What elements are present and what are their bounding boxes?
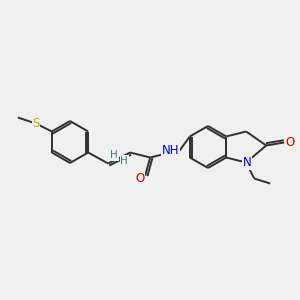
Text: S: S [32, 117, 40, 130]
Text: N: N [243, 156, 252, 169]
Text: H: H [110, 151, 118, 160]
Text: H: H [120, 155, 128, 166]
Text: NH: NH [161, 144, 179, 157]
Text: O: O [286, 136, 295, 149]
Text: O: O [136, 172, 145, 185]
